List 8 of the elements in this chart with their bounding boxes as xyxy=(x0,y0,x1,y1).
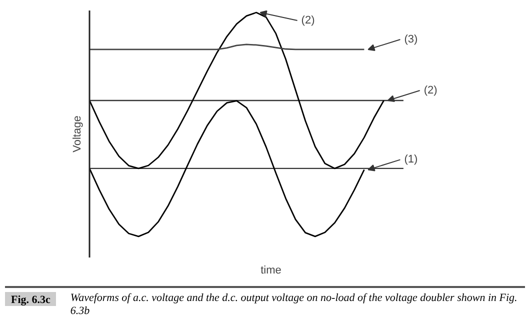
y-axis-title: Voltage xyxy=(72,116,84,152)
caption: Fig. 6.3c xyxy=(5,292,56,306)
annotation: (2) xyxy=(301,14,315,27)
text: (1) xyxy=(404,154,418,166)
text: (3) xyxy=(404,33,418,46)
x-axis-title: time xyxy=(260,264,282,276)
text: Waveforms of a.c. voltage and the d.c. output voltage on no-load of the voltage doubler shown in Fig. 6.3b xyxy=(70,292,518,318)
text: (2) xyxy=(424,84,438,96)
